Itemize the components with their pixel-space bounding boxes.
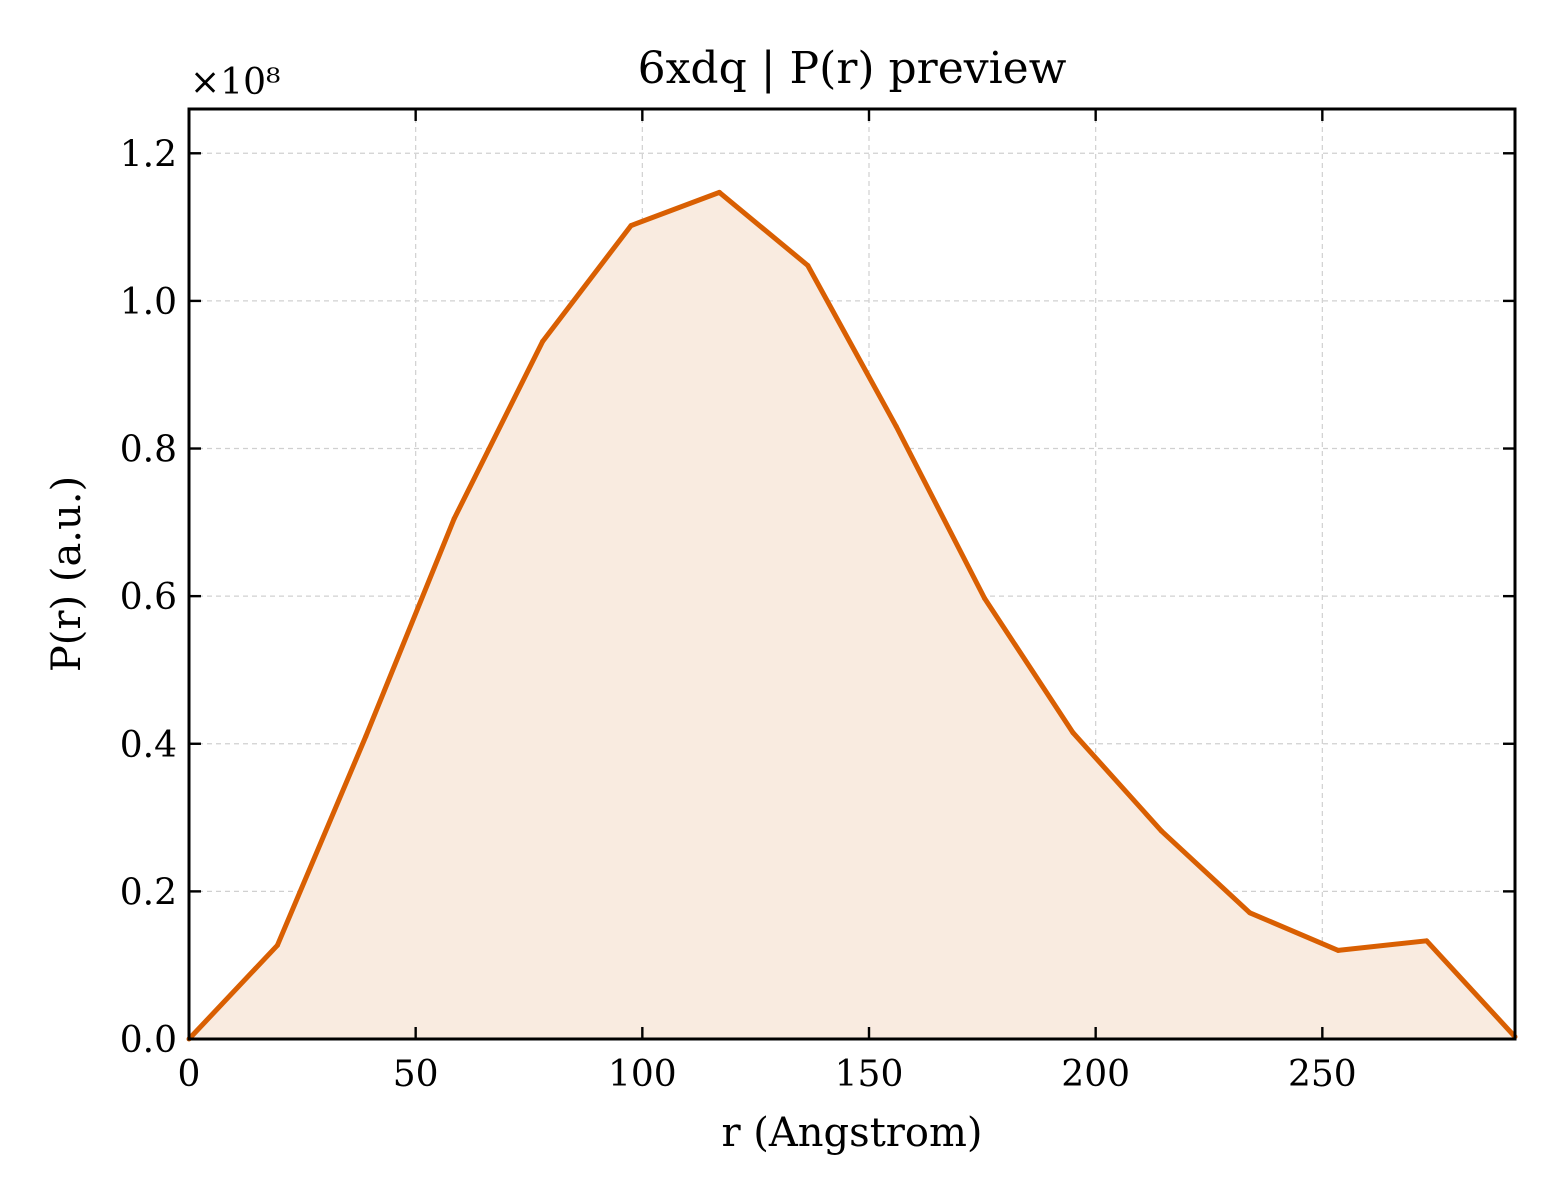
- y-axis-label: P(r) (a.u.): [44, 476, 90, 672]
- data-point: [716, 189, 722, 195]
- x-tick-label: 150: [835, 1054, 904, 1095]
- series-area-fill: [189, 192, 1515, 1039]
- x-axis-label: r (Angstrom): [721, 1110, 982, 1156]
- x-tick-label: 250: [1288, 1054, 1357, 1095]
- data-point: [1247, 910, 1253, 916]
- x-tick-label: 200: [1061, 1054, 1130, 1095]
- data-point: [1335, 947, 1341, 953]
- data-point: [274, 942, 280, 948]
- data-point: [805, 262, 811, 268]
- data-point: [451, 516, 457, 522]
- axes-frame: [187, 107, 1517, 1041]
- y-tick-label: 0.2: [120, 872, 177, 913]
- chart-title: 6xdq | P(r) preview: [638, 43, 1067, 94]
- data-point: [540, 339, 546, 344]
- series-line: [187, 189, 1517, 1041]
- y-tick-label: 1.2: [120, 134, 177, 175]
- data-point: [363, 733, 369, 739]
- ticks: 0 50 100 150 200 250 0.0 0.2 0.4 0.6 0.8 1.0 1.2: [120, 109, 1515, 1095]
- y-tick-label: 1.0: [120, 282, 177, 323]
- data-point: [1424, 938, 1430, 944]
- x-tick-label: 100: [608, 1054, 677, 1095]
- data-point: [628, 223, 634, 229]
- x-tick-label: 50: [393, 1054, 439, 1095]
- plot-area: [186, 189, 1518, 1042]
- y-tick-label: 0.0: [120, 1020, 177, 1061]
- data-point: [893, 423, 899, 429]
- y-tick-label: 0.4: [120, 725, 177, 766]
- data-point: [1158, 828, 1164, 834]
- y-tick-label: 0.8: [120, 430, 177, 471]
- data-point: [1070, 730, 1076, 736]
- y-tick-label: 0.6: [120, 577, 177, 618]
- y-scale-label: ×10⁸: [190, 62, 280, 103]
- data-point: [982, 595, 988, 601]
- x-tick-label: 0: [178, 1054, 201, 1095]
